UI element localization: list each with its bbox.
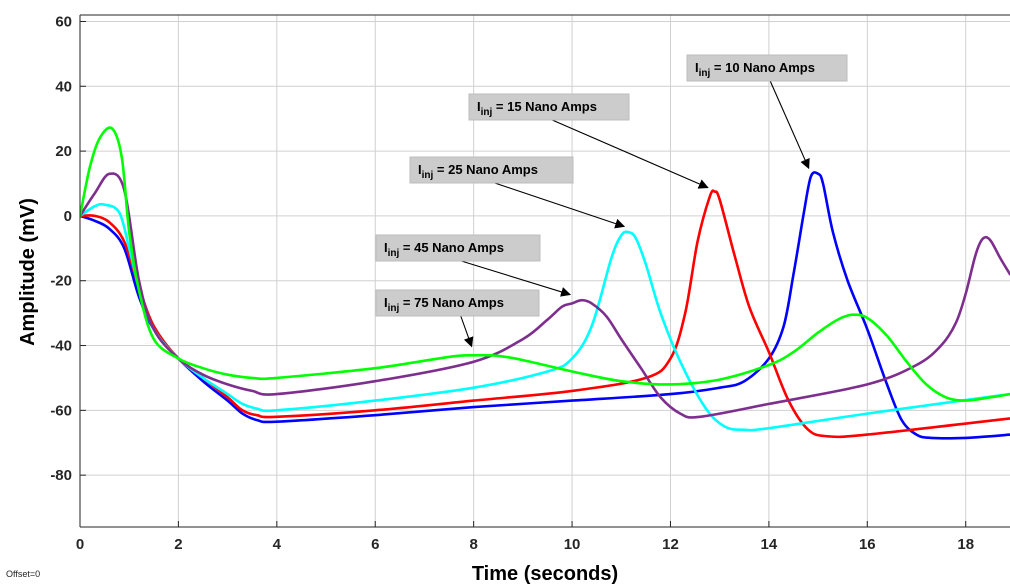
y-tick-label: -20 <box>50 273 72 290</box>
annotation: Iinj = 10 Nano Amps <box>686 54 848 170</box>
annotation-box <box>409 156 574 184</box>
annotations: Iinj = 10 Nano Amps Iinj = 15 Nano Amps Ii… <box>375 54 848 348</box>
x-tick-label: 16 <box>859 536 876 553</box>
annotation-arrow <box>769 80 810 170</box>
x-axis-title: Time (seconds) <box>472 563 618 585</box>
annotation-arrow <box>461 260 572 297</box>
offset-label: Offset=0 <box>6 569 41 579</box>
annotation-box <box>468 93 630 121</box>
y-tick-label: -80 <box>50 467 72 484</box>
annotation-arrow <box>460 315 474 348</box>
y-tick-label: 0 <box>64 208 72 225</box>
tick-labels: 0 2 4 6 8 10 12 14 16 18 60 40 20 0 -20 -40 -60 -80 <box>50 13 974 553</box>
x-tick-label: 10 <box>564 536 581 553</box>
annotation-label: Iinj = 25 Nano Amps <box>418 162 538 181</box>
x-tick-label: 6 <box>371 536 379 553</box>
annotation: Iinj = 25 Nano Amps <box>409 156 626 229</box>
y-axis-title: Amplitude (mV) <box>17 198 39 346</box>
series-line <box>80 126 1010 402</box>
annotation-label: Iinj = 10 Nano Amps <box>695 60 815 79</box>
x-tick-label: 4 <box>273 536 282 553</box>
x-tick-label: 18 <box>957 536 974 553</box>
annotation-label: Iinj = 45 Nano Amps <box>384 240 504 259</box>
x-tick-label: 8 <box>469 536 477 553</box>
grid <box>79 15 1010 527</box>
y-tick-label: -40 <box>50 338 72 355</box>
annotation: Iinj = 75 Nano Amps <box>375 289 540 348</box>
y-tick-label: 20 <box>55 143 72 160</box>
annotation-box <box>375 289 540 317</box>
plot-area <box>80 15 1010 527</box>
x-tick-label: 0 <box>76 536 84 553</box>
annotation: Iinj = 45 Nano Amps <box>375 234 572 297</box>
x-tick-label: 14 <box>761 536 778 553</box>
annotation-box <box>686 54 848 82</box>
y-tick-label: 60 <box>55 13 72 30</box>
annotation-arrow <box>494 182 626 229</box>
annotation-arrow <box>551 119 709 189</box>
y-tick-label: 40 <box>55 78 72 95</box>
x-tick-label: 12 <box>662 536 679 553</box>
annotation-box <box>375 234 541 262</box>
annotation: Iinj = 15 Nano Amps <box>468 93 709 189</box>
y-tick-label: -60 <box>50 402 72 419</box>
x-tick-label: 2 <box>174 536 182 553</box>
annotation-label: Iinj = 75 Nano Amps <box>384 295 504 314</box>
axes <box>79 14 1010 528</box>
series-line <box>80 189 1010 439</box>
annotation-label: Iinj = 15 Nano Amps <box>477 99 597 118</box>
series-group <box>80 126 1010 440</box>
